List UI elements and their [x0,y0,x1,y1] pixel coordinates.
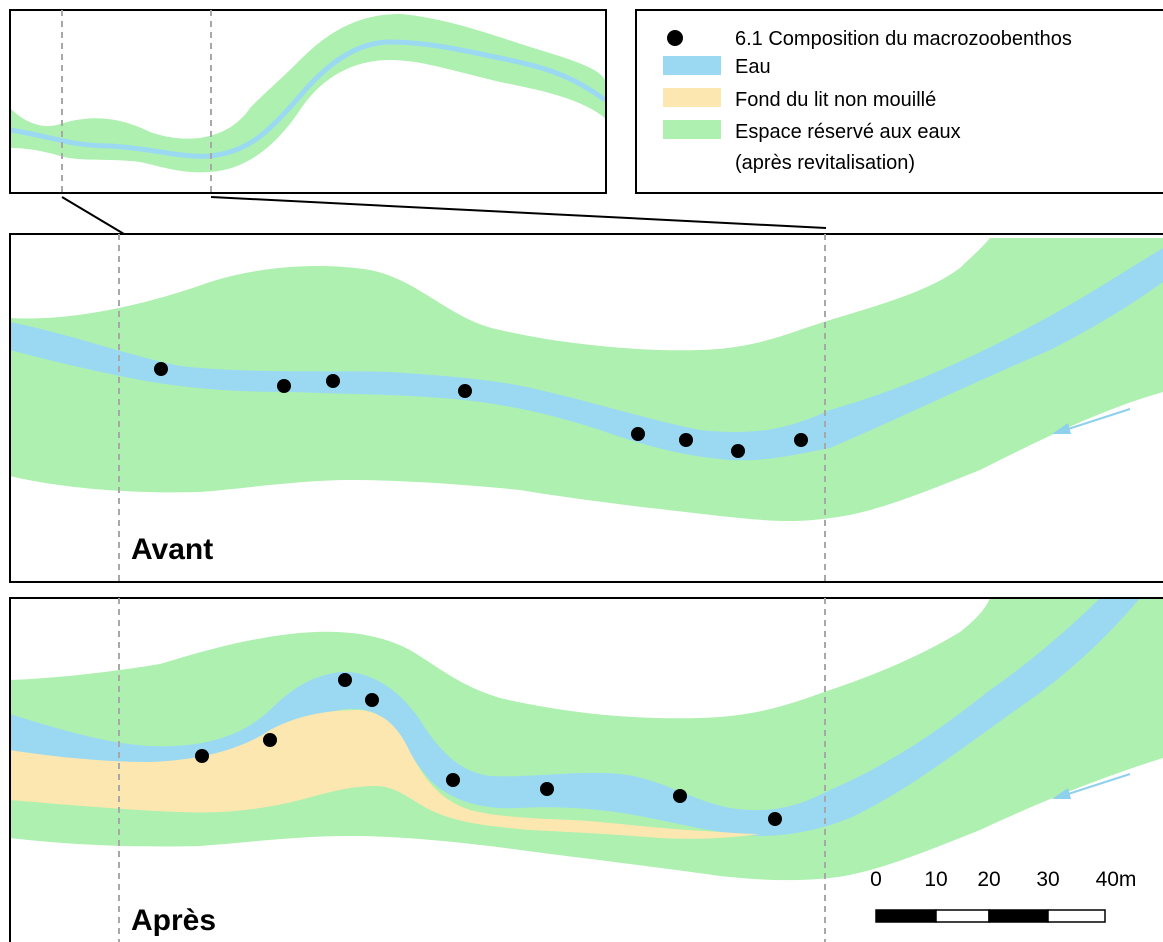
panel-before: Avant [9,233,1163,583]
legend-frame [635,9,1163,194]
sample-point-icon [195,749,209,763]
after-dry-bed [10,710,760,839]
sample-point-icon [277,379,291,393]
scale-segment [935,909,990,923]
before-sample-points [154,362,808,458]
legend-label-water: Eau [735,56,771,78]
zoom-connector-right [210,196,827,229]
legend-label-reserved-space-note: (après revitalisation) [735,152,915,174]
sample-point-icon [768,812,782,826]
flow-direction-arrow-icon [1052,408,1131,434]
legend-label-sample: 6.1 Composition du macrozoobenthos [735,28,1072,50]
overview-water-channel [9,39,607,159]
after-water-channel [10,598,1140,836]
panel-after: Après [9,597,1163,942]
sample-point-icon [673,789,687,803]
after-reserved-space [10,598,1163,881]
after-panel-frame [9,597,1163,942]
scale-segment [875,909,937,923]
after-sample-points [195,673,782,826]
panel-label-before: Avant [131,533,213,566]
sample-point-icon [667,30,683,46]
sample-point-icon [446,773,460,787]
before-panel-frame [9,233,1163,583]
sample-point-icon [540,782,554,796]
sample-point-icon [263,733,277,747]
sample-point-icon [326,374,340,388]
sample-point-icon [154,362,168,376]
scale-tick-label: 10 [924,868,947,891]
sample-point-icon [338,673,352,687]
sample-point-icon [679,433,693,447]
zoom-connector-left [61,196,125,235]
overview-reserved-space [10,14,605,173]
before-reserved-space [10,238,1163,522]
scale-tick-label: 40m [1096,868,1137,891]
scale-tick-label: 0 [870,868,882,891]
before-water-channel [10,248,1163,461]
legend-label-dry-bed: Fond du lit non mouillé [735,89,936,111]
scale-bar: 0 10 20 30 40m [870,868,1137,923]
legend-swatch-water [663,56,721,75]
scale-segment [988,909,1049,923]
sample-point-icon [794,433,808,447]
legend-label-reserved-space: Espace réservé aux eaux [735,121,961,143]
flow-direction-arrow-icon [1052,773,1131,799]
legend: 6.1 Composition du macrozoobenthos Eau F… [635,9,1163,194]
overview-frame [9,9,607,194]
legend-swatch-reserved-space [663,120,721,139]
legend-swatch-dry-bed [663,88,721,107]
scale-segment [1047,909,1106,923]
sample-point-icon [458,384,472,398]
scale-tick-label: 20 [977,868,1000,891]
sample-point-icon [365,693,379,707]
sample-point-icon [731,444,745,458]
scale-tick-label: 30 [1036,868,1059,891]
overview-map [9,9,607,194]
sample-point-icon [631,427,645,441]
panel-label-after: Après [131,904,216,937]
